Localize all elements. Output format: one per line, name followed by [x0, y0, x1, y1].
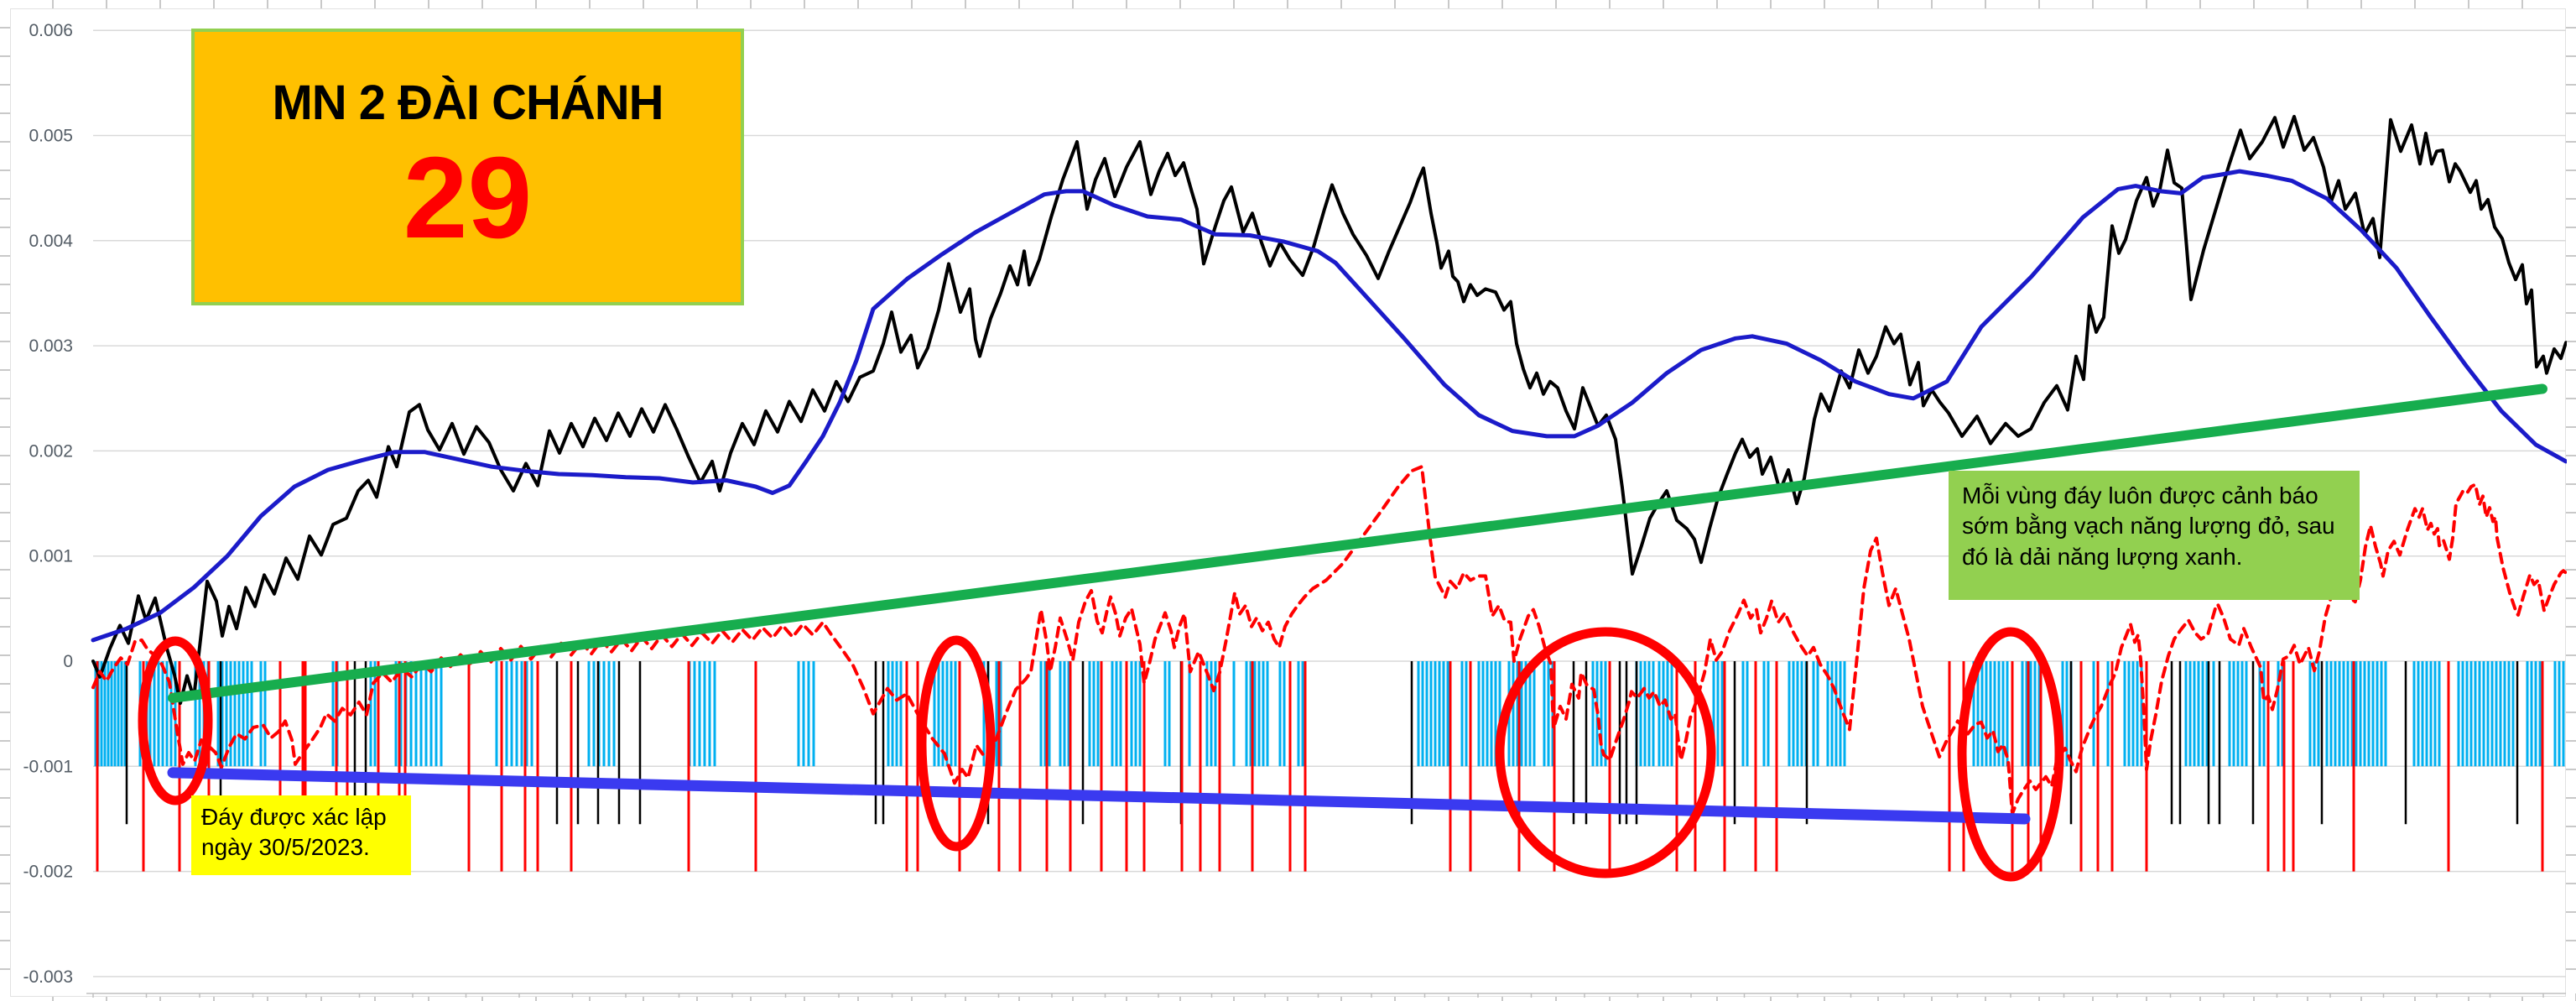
spreadsheet-left-strip	[0, 0, 10, 1001]
y-axis-tick-label: 0.005	[29, 127, 73, 146]
title-text: MN 2 ĐÀI CHÁNH	[272, 75, 664, 130]
spreadsheet-right-strip	[2565, 0, 2576, 1001]
callout-line: đó là dải năng lượng xanh.	[1962, 543, 2243, 570]
chart-svg: 0.006 0.005 0.004 0.003 0.002 0.001 0 -0.001 -0.…	[23, 21, 2567, 998]
y-axis-tick-label: -0.003	[23, 967, 73, 987]
title-number: 29	[403, 133, 533, 263]
title-box[interactable]: MN 2 ĐÀI CHÁNH 29	[191, 29, 744, 305]
energy-line-red-dashed	[91, 465, 2567, 816]
y-axis-tick-label: -0.002	[23, 863, 73, 882]
y-axis-tick-label: 0.003	[29, 336, 73, 356]
spreadsheet-bottom-strip	[0, 993, 2576, 1001]
y-axis-tick-label: 0.006	[29, 21, 73, 40]
green-uptrend-line	[168, 383, 2547, 703]
y-axis-tick-label: -0.001	[23, 757, 73, 776]
price-black	[91, 114, 2567, 706]
callout-line: Mỗi vùng đáy luôn được cảnh báo	[1962, 482, 2318, 508]
highlight-ellipse	[138, 636, 213, 805]
callout-line: Đáy được xác lập	[201, 804, 387, 830]
y-axis-tick-label: 0.004	[29, 232, 73, 251]
bottom-date-callout[interactable]: Đáy được xác lập ngày 30/5/2023.	[191, 795, 411, 875]
callout-line: ngày 30/5/2023.	[201, 833, 370, 860]
spreadsheet-top-strip	[0, 0, 2576, 8]
chart-plot-area[interactable]: 0.006 0.005 0.004 0.003 0.002 0.001 0 -0.001 -0.…	[10, 8, 2567, 998]
highlight-ellipse	[1957, 627, 2064, 882]
blue-bottom-trendline	[167, 767, 2031, 825]
moving-average-blue	[91, 169, 2567, 643]
energy-explanation-callout[interactable]: Mỗi vùng đáy luôn được cảnh báo sớm bằng…	[1949, 471, 2360, 600]
highlight-ellipse	[1495, 627, 1716, 878]
y-axis-tick-label: 0.001	[29, 547, 73, 566]
y-axis-tick-label: 0	[63, 652, 73, 671]
y-axis-tick-label: 0.002	[29, 441, 73, 461]
highlight-ellipse	[917, 635, 996, 852]
callout-line: sớm bằng vạch năng lượng đỏ, sau	[1962, 513, 2335, 540]
